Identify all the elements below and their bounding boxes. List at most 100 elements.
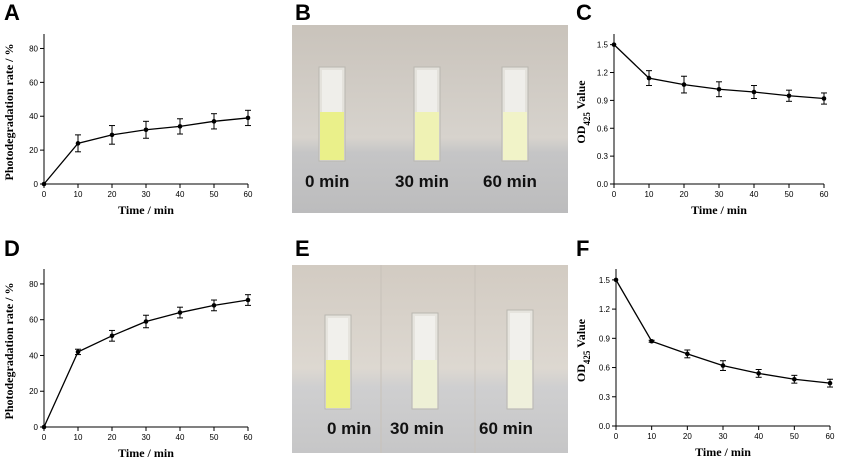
photo-b-label-2: 60 min	[483, 172, 537, 191]
photo-b-label-0: 0 min	[305, 172, 349, 191]
panel-letter-e: E	[295, 236, 310, 261]
x-tick-label-c: 60	[820, 190, 829, 199]
x-tick-label-f: 40	[754, 432, 763, 441]
y-tick-label-a: 40	[29, 112, 38, 121]
x-axis-label-d: Time / min	[118, 446, 174, 460]
data-point-c	[646, 75, 652, 81]
data-point-f	[792, 376, 797, 382]
y-tick-label-c: 0.3	[597, 152, 609, 161]
y-tick-label-f: 0.0	[599, 422, 611, 431]
panel-letter-a: A	[4, 0, 20, 25]
x-tick-label-c: 30	[715, 190, 724, 199]
photo-e-label-0: 0 min	[327, 419, 371, 438]
chart-d-photodegradation: 0 10 20 30 40 50 60 0 20 40 60 80 Time / min Photodeg…	[2, 269, 253, 460]
photo-e-label-2: 60 min	[479, 419, 533, 438]
liquid-b-0	[320, 112, 344, 160]
data-point-f	[685, 351, 690, 357]
photo-b-cuvettes: 0 min 30 min 60 min	[292, 25, 568, 213]
x-tick-label-c: 40	[750, 190, 759, 199]
cuvette-e-0	[324, 314, 352, 410]
data-point-f	[827, 380, 833, 386]
photo-e-label-1: 30 min	[390, 419, 444, 438]
data-point-d	[75, 349, 81, 355]
data-point-d	[109, 333, 115, 339]
data-point-f	[613, 277, 619, 283]
data-point-c	[611, 42, 617, 47]
x-axis-label-f: Time / min	[695, 445, 751, 459]
x-axis-label-c: Time / min	[691, 203, 747, 217]
data-point-f	[720, 363, 726, 368]
photo-e-svg: 0 min 30 min 60 min	[292, 265, 568, 453]
x-tick-label-d: 0	[42, 433, 47, 442]
y-tick-label-f: 1.2	[599, 305, 611, 314]
data-point-a	[109, 132, 115, 138]
y-tick-label-d: 0	[34, 423, 39, 432]
data-point-d	[245, 297, 251, 303]
liquid-b-2	[503, 112, 527, 160]
y-tick-label-f: 1.5	[599, 276, 611, 285]
data-point-d	[41, 424, 47, 430]
photo-b-svg: 0 min 30 min 60 min	[292, 25, 568, 213]
y-tick-label-f: 0.9	[599, 334, 611, 343]
chart-a-photodegradation: 0 10 20 30 40 50 60 0 20 40 60 80 Time / min Photodeg…	[2, 34, 253, 217]
panel-letter-c: C	[576, 0, 592, 25]
x-tick-label-a: 50	[210, 190, 219, 199]
data-point-a	[41, 181, 47, 187]
data-point-a	[143, 127, 149, 133]
panel-letter-d: D	[4, 236, 20, 261]
x-axis-label-a: Time / min	[118, 203, 174, 217]
cuvette-b-2	[501, 66, 529, 162]
x-tick-label-a: 30	[142, 190, 151, 199]
x-tick-label-c: 10	[645, 190, 654, 199]
y-tick-label-c: 1.5	[597, 41, 609, 50]
y-tick-label-c: 0.6	[597, 124, 609, 133]
x-tick-label-a: 40	[176, 190, 185, 199]
cuvette-b-0	[318, 66, 346, 162]
data-point-c	[821, 96, 827, 101]
data-point-c	[786, 93, 792, 99]
y-tick-label-a: 60	[29, 78, 38, 87]
y-axis-label-d: Photodegradation rate / %	[2, 283, 16, 420]
data-point-d	[211, 303, 217, 308]
x-tick-label-c: 20	[680, 190, 689, 199]
data-point-a	[245, 115, 251, 121]
panel-letter-f: F	[576, 236, 590, 261]
y-axis-label-c: OD425 Value	[574, 80, 592, 144]
x-tick-label-d: 60	[244, 433, 253, 442]
photo-b-label-1: 30 min	[395, 172, 449, 191]
x-tick-label-f: 30	[719, 432, 728, 441]
y-tick-label-a: 20	[29, 146, 38, 155]
chart-f-od425: 0 10 20 30 40 50 60 0.0 0.3 0.6 0.9 1.2 1.5 Time / mi…	[574, 269, 835, 459]
x-tick-label-c: 50	[785, 190, 794, 199]
data-point-c	[681, 82, 687, 87]
x-tick-label-f: 20	[683, 432, 692, 441]
chart-c-od425: 0 10 20 30 40 50 60 0.0 0.3 0.6 0.9 1.2 1.5 Time / mi…	[574, 34, 829, 217]
x-tick-label-a: 10	[74, 190, 83, 199]
liquid-e-0	[326, 360, 350, 408]
liquid-e-1	[413, 360, 437, 408]
data-point-a	[75, 141, 81, 146]
x-tick-label-c: 0	[612, 190, 617, 199]
y-tick-label-d: 80	[29, 280, 38, 289]
data-point-a	[211, 119, 217, 124]
y-tick-label-a: 80	[29, 44, 38, 53]
liquid-e-2	[508, 360, 532, 408]
data-point-d	[143, 319, 149, 324]
data-point-f	[756, 371, 761, 376]
x-tick-label-d: 10	[74, 433, 83, 442]
y-tick-label-a: 0	[34, 180, 39, 189]
cuvette-e-1	[411, 312, 439, 410]
panel-letter-b: B	[295, 0, 311, 25]
y-axis-label-f: OD425 Value	[574, 318, 592, 382]
y-tick-label-d: 20	[29, 387, 38, 396]
y-tick-label-f: 0.3	[599, 393, 611, 402]
x-tick-label-a: 60	[244, 190, 253, 199]
data-point-a	[177, 124, 183, 129]
x-tick-label-d: 50	[210, 433, 219, 442]
y-tick-label-d: 40	[29, 351, 38, 360]
data-point-c	[751, 89, 757, 95]
y-axis-label-a: Photodegradation rate / %	[2, 44, 16, 181]
y-tick-label-c: 0.9	[597, 96, 609, 105]
x-tick-label-f: 10	[647, 432, 656, 441]
liquid-b-1	[415, 112, 439, 160]
